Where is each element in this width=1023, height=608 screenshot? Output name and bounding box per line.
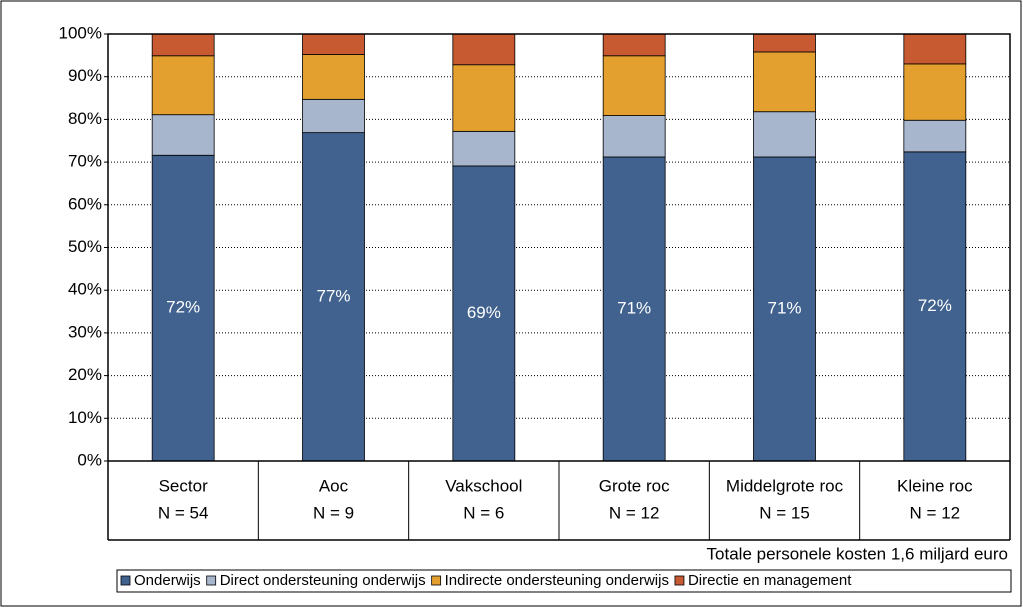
x-tick-label: Sector xyxy=(159,476,208,495)
bar-segment xyxy=(452,33,516,66)
value-label: 69% xyxy=(467,303,501,322)
value-label: 71% xyxy=(617,298,651,317)
x-tick-sublabel: N = 12 xyxy=(609,503,660,522)
y-tick-label: 20% xyxy=(68,365,102,384)
bar-segment xyxy=(753,111,816,158)
legend-label: Onderwijs xyxy=(134,572,201,589)
x-tick-sublabel: N = 12 xyxy=(910,503,961,522)
y-tick-label: 50% xyxy=(68,237,102,256)
bar-segment xyxy=(903,151,967,462)
y-tick-label: 30% xyxy=(68,322,102,341)
y-tick-label: 100% xyxy=(59,23,102,42)
note: Totale personele kosten 1,6 miljard euro xyxy=(707,544,1008,563)
x-tick-label: Middelgrote roc xyxy=(726,476,844,495)
y-tick-label: 40% xyxy=(68,280,102,299)
bar-segment xyxy=(151,114,215,156)
bar-segment xyxy=(602,115,666,158)
y-tick-label: 80% xyxy=(68,109,102,128)
x-tick-label: Kleine roc xyxy=(897,476,973,495)
legend-swatch xyxy=(120,575,131,586)
y-tick-label: 60% xyxy=(68,194,102,213)
bar-segment xyxy=(602,156,666,462)
y-tick-label: 70% xyxy=(68,152,102,171)
bar-segment xyxy=(903,63,967,121)
bar-segment xyxy=(903,119,967,153)
legend-frame xyxy=(116,569,1012,593)
legend-label: Direct ondersteuning onderwijs xyxy=(220,572,426,589)
bar-segment xyxy=(151,33,215,57)
bar-segment xyxy=(452,64,516,132)
x-tick-sublabel: N = 15 xyxy=(759,503,810,522)
bar-segment xyxy=(903,33,967,65)
x-tick-label: Vakschool xyxy=(445,476,522,495)
bar-segment xyxy=(753,33,816,53)
y-tick-label: 90% xyxy=(68,66,102,85)
bar-segment xyxy=(302,54,365,100)
legend-swatch xyxy=(206,575,217,586)
y-tick-label: 10% xyxy=(68,408,102,427)
bar-segment xyxy=(602,55,666,116)
bar-segment xyxy=(302,132,365,462)
x-tick-sublabel: N = 9 xyxy=(313,503,354,522)
plot-frame xyxy=(107,33,1011,462)
bar-segment xyxy=(452,130,516,167)
value-label: 77% xyxy=(316,286,350,305)
legend-swatch xyxy=(674,575,685,586)
legend-swatch xyxy=(431,575,442,586)
value-label: 71% xyxy=(767,298,801,317)
legend-label: Directie en management xyxy=(688,572,852,589)
bar-segment xyxy=(753,51,816,113)
bar-segment xyxy=(151,55,215,116)
bar-segment xyxy=(302,98,365,134)
value-label: 72% xyxy=(918,296,952,315)
bar-segment xyxy=(753,156,816,462)
value-label: 72% xyxy=(166,298,200,317)
x-tick-label: Aoc xyxy=(319,476,349,495)
x-tick-label: Grote roc xyxy=(599,476,670,495)
bar-segment xyxy=(302,33,365,55)
x-tick-sublabel: N = 6 xyxy=(463,503,504,522)
bar-segment xyxy=(602,33,666,57)
x-tick-sublabel: N = 54 xyxy=(158,503,209,522)
y-tick-label: 0% xyxy=(77,450,102,469)
legend-label: Indirecte ondersteuning onderwijs xyxy=(445,572,669,589)
